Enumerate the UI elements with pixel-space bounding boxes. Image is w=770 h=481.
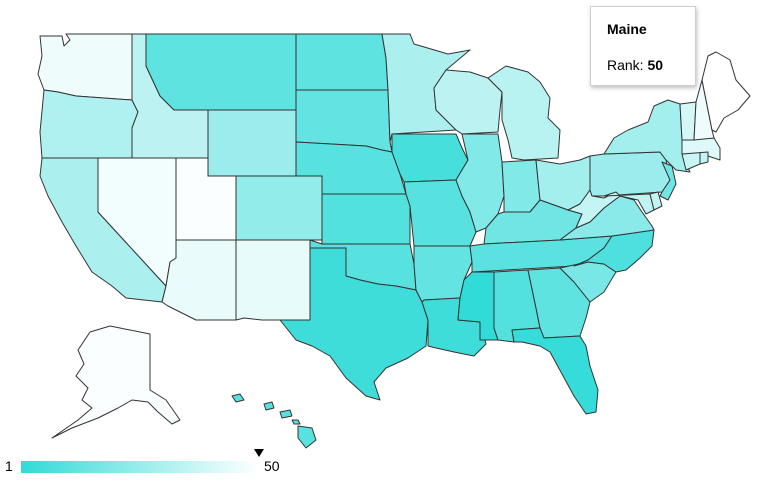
state-texas[interactable] xyxy=(261,247,429,401)
state-wisconsin[interactable] xyxy=(433,69,503,135)
tooltip-rank-value: 50 xyxy=(647,57,664,73)
legend-min-label: 1 xyxy=(5,458,13,474)
state-wyoming[interactable] xyxy=(207,109,297,177)
state-colorado[interactable] xyxy=(235,175,323,241)
state-iowa[interactable] xyxy=(391,133,469,183)
state-north-dakota[interactable] xyxy=(295,33,389,91)
state-illinois[interactable] xyxy=(455,133,505,233)
state-oregon[interactable] xyxy=(39,89,139,159)
state-maine[interactable] xyxy=(701,51,751,133)
state-nebraska[interactable] xyxy=(295,141,407,195)
state-kansas[interactable] xyxy=(321,193,411,245)
legend-max-label: 50 xyxy=(264,458,280,474)
state-new-jersey[interactable] xyxy=(659,161,677,201)
state-new-hampshire[interactable] xyxy=(693,79,715,141)
legend-color-bar xyxy=(21,461,259,473)
state-washington[interactable] xyxy=(37,33,133,101)
state-tooltip: Maine Rank: 50 xyxy=(590,6,696,86)
state-massachusetts[interactable] xyxy=(681,137,721,161)
state-michigan[interactable] xyxy=(487,65,561,161)
state-pennsylvania[interactable] xyxy=(589,151,671,197)
tooltip-rank-label: Rank: xyxy=(607,57,644,73)
state-new-mexico[interactable] xyxy=(235,239,311,321)
state-vermont[interactable] xyxy=(679,101,697,141)
legend-selected-marker xyxy=(254,449,264,457)
state-montana[interactable] xyxy=(145,33,297,111)
tooltip-state-name: Maine xyxy=(607,21,647,37)
state-rhode-island[interactable] xyxy=(699,151,709,165)
state-hawaii[interactable] xyxy=(231,393,317,449)
state-florida[interactable] xyxy=(511,327,599,415)
state-north-carolina[interactable] xyxy=(573,229,655,273)
state-delaware[interactable] xyxy=(649,191,663,211)
state-indiana[interactable] xyxy=(501,159,541,213)
tooltip-rank: Rank: 50 xyxy=(607,57,695,73)
state-alaska[interactable] xyxy=(51,325,181,439)
